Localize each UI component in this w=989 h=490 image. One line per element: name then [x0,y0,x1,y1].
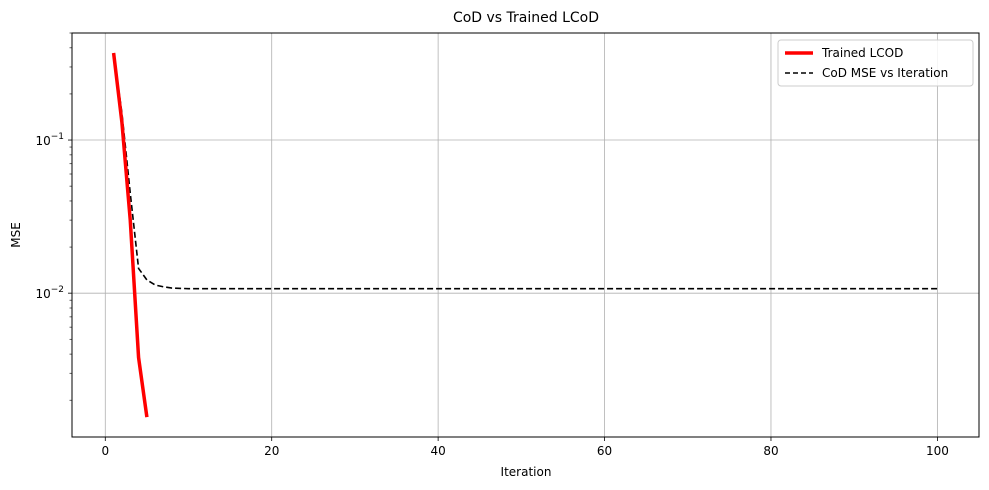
y-tick-label: 10−2 [35,285,64,301]
chart-title: CoD vs Trained LCoD [453,10,599,26]
x-tick-label: 80 [763,444,778,458]
plot-frame [71,32,980,438]
y-tick-label: 10−1 [35,132,64,148]
series-line-trained-lcod [111,52,149,418]
x-axis-title: Iteration [501,465,552,479]
series-line-cod-mse [112,52,938,290]
legend-box [777,39,974,87]
tick-layer: 0 20 40 60 80 100 10−2 10−1 [35,32,949,458]
legend: Trained LCOD CoD MSE vs Iteration [777,39,974,87]
x-tick-label: 100 [926,444,949,458]
x-tick-label: 60 [597,444,612,458]
y-axis-title: MSE [9,222,23,248]
x-tick-label: 40 [430,444,445,458]
grid-layer [72,33,979,437]
legend-label-cod-mse: CoD MSE vs Iteration [822,66,948,80]
legend-label-trained-lcod: Trained LCOD [821,46,903,60]
x-tick-label: 0 [101,444,109,458]
x-tick-label: 20 [264,444,279,458]
series-layer [111,52,938,418]
